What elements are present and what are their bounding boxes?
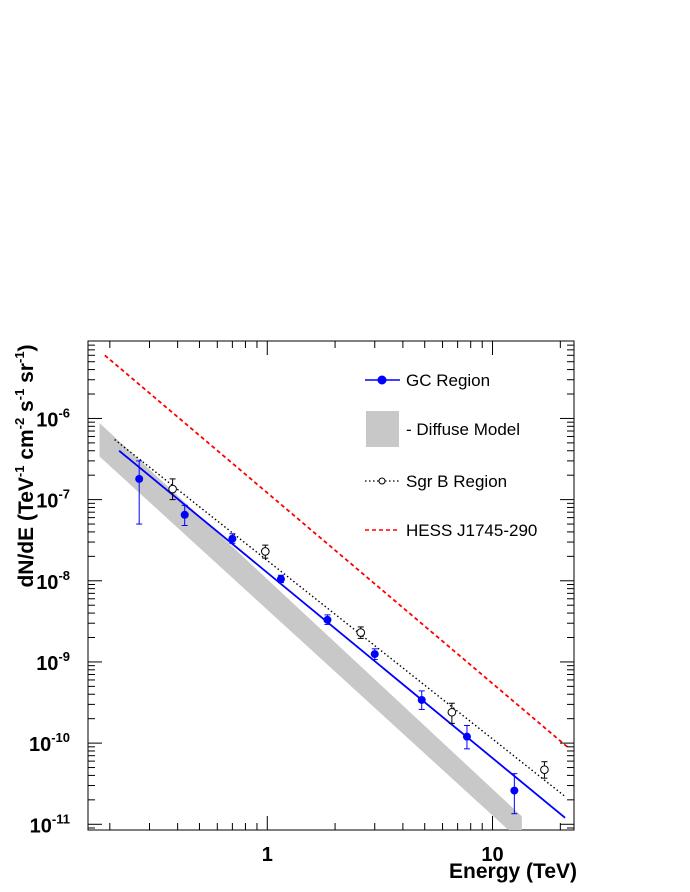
data-point-2-4 [540, 765, 549, 775]
svg-text:GC Region: GC Region [406, 371, 490, 390]
plot-frame [87, 340, 575, 831]
fit-lines-layer [104, 354, 571, 819]
data-points-layer [135, 460, 549, 815]
data-point-0-5 [370, 650, 379, 659]
y-tick-label-1e-10: 10-10 [29, 730, 70, 756]
data-point-2-3 [447, 707, 457, 717]
y-tick-label-1e-7: 10-7 [36, 487, 70, 513]
svg-text:- Diffuse Model: - Diffuse Model [406, 420, 520, 439]
data-point-0-8 [510, 786, 519, 795]
data-point-2-1 [260, 547, 270, 556]
data-point-0-3 [276, 575, 285, 584]
data-point-2-0 [168, 484, 177, 494]
data-point-0-1 [180, 510, 189, 519]
data-point-0-6 [417, 695, 426, 704]
data-point-0-4 [323, 615, 332, 624]
fit-line-0 [118, 450, 566, 819]
legend: GC Region - Diffuse Model Sgr B Region H… [365, 371, 537, 540]
x-tick-label-10: 10 [481, 844, 503, 866]
fit-line-3 [104, 354, 571, 750]
diffuse-model-band [99, 422, 522, 830]
axis-ticks [88, 340, 574, 830]
data-point-0-7 [462, 732, 471, 741]
y-tick-label-1e-8: 10-8 [36, 568, 70, 594]
y-tick-label-1e-9: 10-9 [36, 649, 70, 675]
y-axis-title: dN/dE (TeV-1 cm-2 s-1 sr-1) [12, 344, 38, 587]
data-point-0-2 [228, 534, 237, 543]
legend-entry-hess: HESS J1745-290 [365, 521, 537, 540]
legend-entry-sgr-b-region: Sgr B Region [365, 472, 507, 491]
svg-text:Sgr B Region: Sgr B Region [406, 472, 507, 491]
data-point-2-2 [356, 628, 366, 637]
diffuse-band-layer [99, 422, 522, 830]
fit-line-2 [114, 438, 566, 798]
legend-entry-gc-region: GC Region [365, 371, 490, 390]
y-tick-label-1e-6: 10-6 [36, 405, 70, 431]
x-tick-label-1: 1 [262, 844, 273, 866]
legend-entry-diffuse-model: - Diffuse Model [366, 411, 520, 447]
svg-text:HESS J1745-290: HESS J1745-290 [406, 521, 537, 540]
y-tick-label-1e-11: 10-11 [30, 811, 70, 837]
y-tick-labels: 10-11 10-10 10-9 10-8 10-7 10-6 [29, 405, 70, 837]
data-point-0-0 [135, 474, 144, 483]
x-axis-title: Energy (TeV) [449, 860, 577, 883]
